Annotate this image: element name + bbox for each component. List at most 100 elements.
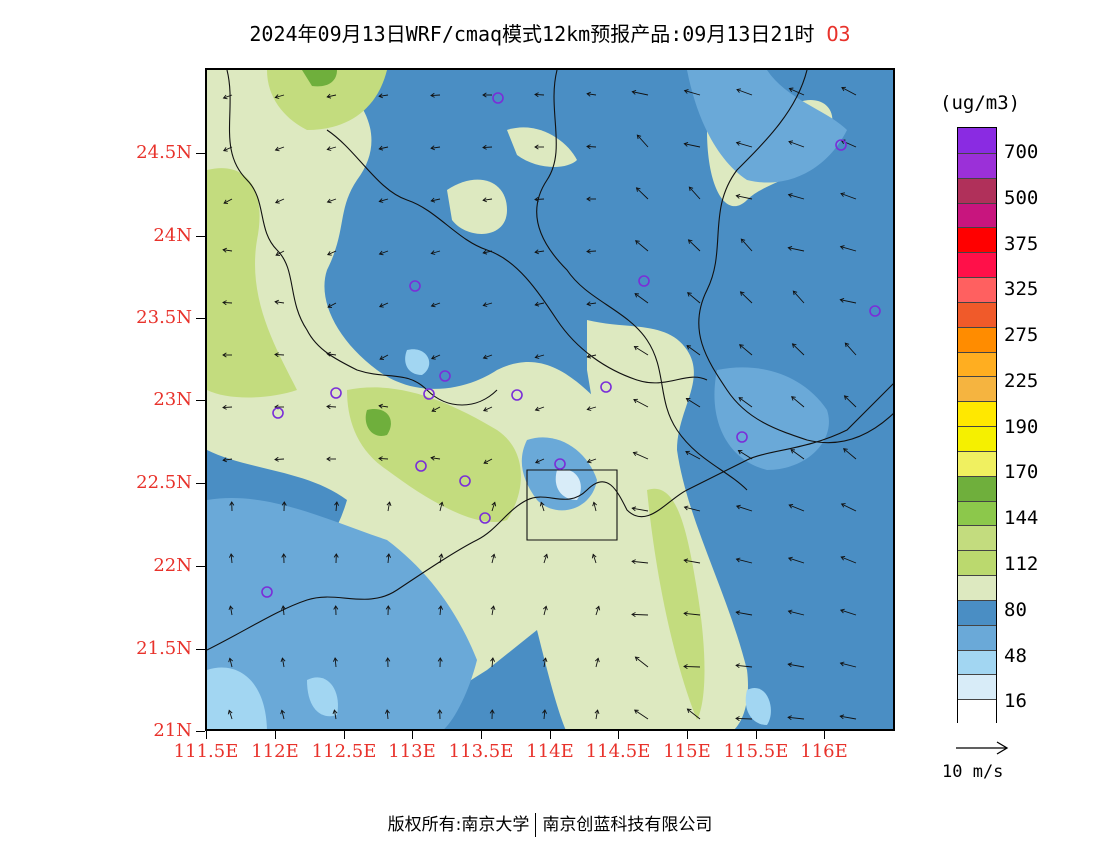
lon-tick	[756, 731, 757, 739]
wind-vector	[535, 458, 545, 464]
wind-vector-head	[787, 715, 792, 721]
colorbar-segment	[958, 301, 996, 328]
wind-vector	[491, 502, 496, 512]
colorbar-segment	[958, 152, 996, 179]
wind-vector	[282, 605, 285, 616]
wind-vector	[634, 346, 649, 356]
wind-vector	[687, 708, 701, 720]
colorbar-segment	[958, 624, 996, 650]
wind-vector-head	[686, 345, 692, 350]
wind-vector-head	[280, 605, 286, 610]
wind-vector	[543, 606, 547, 616]
wind-vector	[843, 448, 857, 460]
colorbar	[957, 127, 997, 725]
o3-zone-112-west	[207, 168, 297, 398]
wind-vector	[595, 710, 599, 720]
wind-vector-head	[483, 459, 489, 464]
lon-label: 115.5E	[723, 741, 789, 762]
wind-vector	[841, 87, 857, 96]
wind-vector	[587, 93, 597, 96]
wind-vector	[483, 302, 493, 306]
wind-vector	[788, 716, 805, 720]
wind-vector-head	[326, 146, 332, 151]
wind-vector-head	[326, 198, 332, 204]
wind-vector-head	[534, 196, 539, 202]
wind-vector	[535, 302, 545, 306]
lon-label: 116E	[800, 741, 848, 762]
lon-tick	[412, 731, 413, 739]
wind-vector-head	[839, 297, 845, 303]
wind-vector-head	[222, 457, 227, 463]
forecast-map[interactable]	[205, 68, 895, 731]
wind-vector-head	[332, 657, 338, 662]
colorbar-segment	[958, 128, 996, 154]
wind-vector	[223, 458, 233, 461]
map-canvas	[207, 70, 893, 729]
wind-vector-head	[430, 302, 436, 308]
wind-vector-head	[790, 449, 796, 454]
wind-vector	[736, 611, 753, 616]
wind-vector	[275, 146, 285, 151]
wind-vector	[840, 246, 857, 252]
colorbar-segment	[958, 227, 996, 253]
lon-tick	[481, 731, 482, 739]
o3-zone-64-north	[687, 70, 847, 183]
wind-vector-head	[631, 612, 636, 617]
colorbar-label: 325	[1004, 278, 1039, 300]
wind-vector	[431, 302, 441, 307]
colorbar-label: 190	[1004, 416, 1039, 438]
wind-vector	[229, 658, 233, 668]
colorbar-label: 225	[1004, 370, 1039, 392]
wind-vector-head	[333, 605, 339, 610]
lat-label: 23.5N	[136, 307, 192, 328]
wind-vector-head	[228, 605, 234, 611]
wind-vector-head	[633, 398, 638, 404]
wind-vector	[736, 142, 753, 148]
wind-vector	[334, 657, 337, 668]
wind-vector-head	[378, 93, 383, 99]
wind-vector-head	[683, 89, 689, 94]
wind-vector-head	[326, 351, 331, 357]
wind-vector-head	[840, 555, 846, 561]
wind-vector-head	[438, 553, 444, 559]
wind-vector-head	[634, 293, 640, 298]
colorbar-label: 170	[1004, 461, 1039, 483]
wind-vector	[840, 609, 857, 616]
wind-vector-head	[632, 451, 638, 457]
wind-vector-head	[326, 93, 332, 99]
copyright-footer: 版权所有:南京大学 南京创蓝科技有限公司	[0, 810, 1100, 837]
wind-vector	[483, 458, 493, 464]
station-marker	[261, 586, 273, 598]
wind-vector	[791, 396, 805, 408]
wind-vector	[281, 710, 285, 720]
wind-vector-head	[430, 250, 436, 255]
wind-vector-head	[222, 247, 227, 253]
lat-label: 24.5N	[136, 142, 192, 163]
wind-vector	[439, 502, 443, 512]
station-marker	[554, 458, 566, 470]
wind-vector	[431, 406, 441, 412]
lat-tick	[196, 649, 205, 650]
wind-vector-head	[586, 353, 592, 359]
wind-vector-head	[333, 553, 339, 558]
wind-vector	[636, 134, 649, 148]
wind-vector	[684, 559, 701, 564]
wind-vector	[632, 560, 649, 564]
wind-vector	[275, 250, 285, 256]
wind-vector	[483, 406, 493, 412]
wind-vector	[841, 503, 857, 512]
wind-vector	[685, 451, 701, 460]
wind-vector-head	[586, 248, 591, 254]
wind-vector-head	[740, 238, 746, 244]
colorbar-segment	[958, 649, 996, 675]
wind-vector-head	[430, 92, 435, 98]
wind-vector-head	[378, 145, 384, 151]
wind-vector-head	[274, 94, 280, 99]
o3-zone-144-center	[365, 409, 391, 436]
wind-vector-head	[631, 89, 637, 95]
wind-vector-head	[437, 709, 443, 714]
lat-label: 23N	[153, 389, 192, 410]
wind-vector	[387, 502, 391, 512]
wind-vector	[684, 506, 701, 512]
wind-vector-head	[378, 250, 384, 256]
